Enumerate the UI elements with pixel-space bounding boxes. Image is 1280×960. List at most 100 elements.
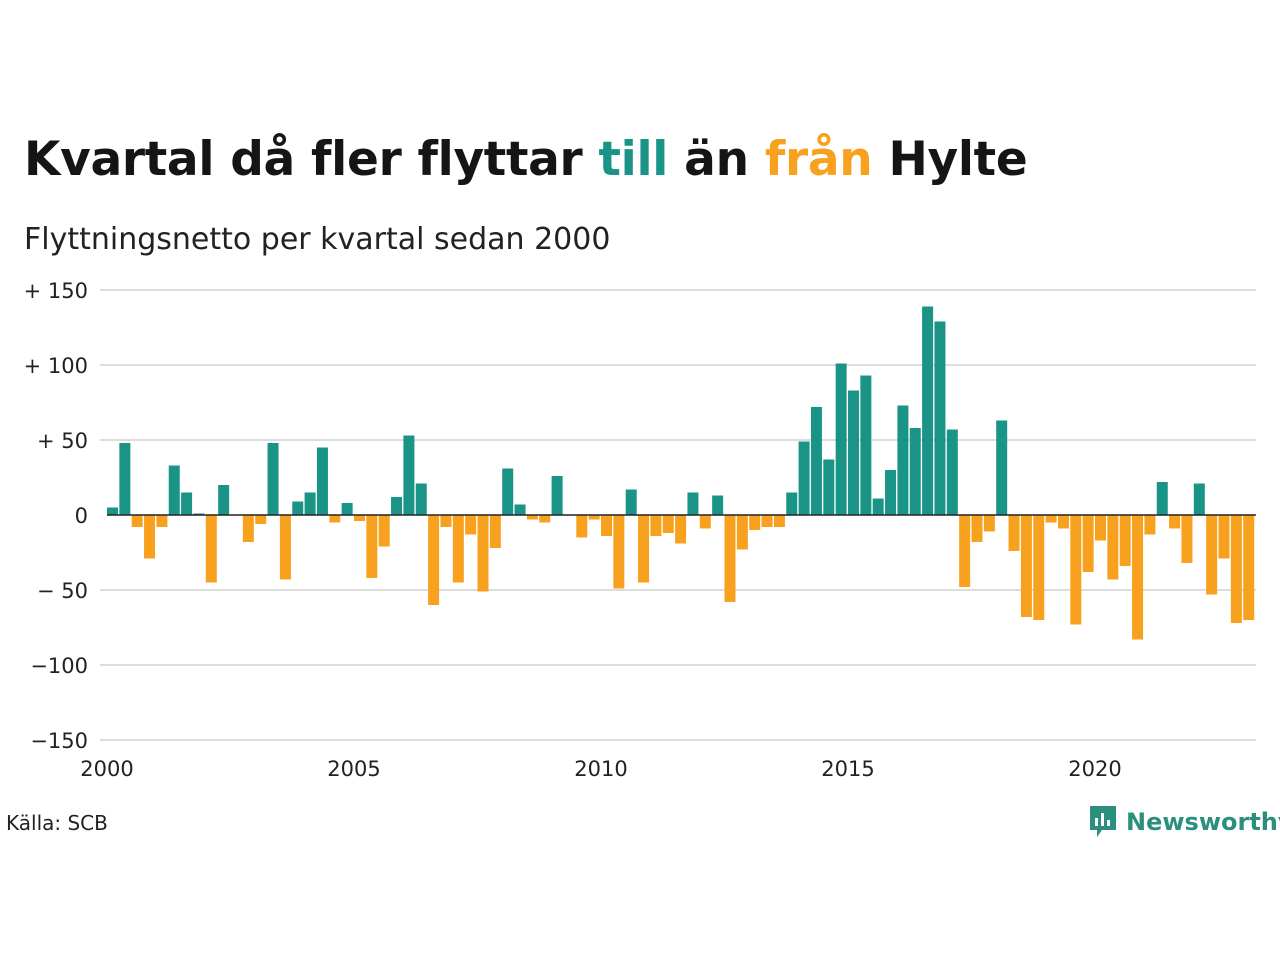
- bar: [810, 407, 822, 515]
- title-part2: än: [668, 132, 765, 187]
- bar: [1082, 515, 1094, 572]
- bar: [477, 515, 489, 592]
- bar: [798, 441, 810, 515]
- bar: [1169, 515, 1181, 529]
- bar: [489, 515, 501, 548]
- x-tick-label: 2020: [1068, 757, 1121, 781]
- bar: [452, 515, 464, 583]
- bar: [983, 515, 995, 532]
- bar: [304, 492, 316, 515]
- bar: [897, 405, 909, 515]
- y-tick-label: −100: [30, 654, 88, 678]
- bar: [823, 459, 835, 515]
- bar: [218, 485, 230, 515]
- x-axis-labels: 2000 2005 2010 2015 2020: [80, 757, 1121, 781]
- bar: [946, 429, 958, 515]
- bar: [255, 515, 267, 524]
- bar: [1057, 515, 1069, 529]
- title-part3: Hylte: [872, 132, 1028, 187]
- bar: [119, 443, 131, 515]
- bar: [1008, 515, 1020, 551]
- source-note: Källa: SCB: [6, 811, 108, 835]
- y-axis-labels: + 150 + 100 + 50 0 − 50 −100 −150: [24, 279, 88, 753]
- bar: [1206, 515, 1218, 595]
- x-tick-label: 2000: [80, 757, 133, 781]
- bar: [996, 420, 1008, 515]
- title-part1: Kvartal då fler flyttar: [24, 132, 599, 187]
- bar: [638, 515, 650, 583]
- bar: [1193, 483, 1205, 515]
- bar: [292, 501, 304, 515]
- bar: [959, 515, 971, 587]
- bar: [440, 515, 452, 527]
- bar: [1230, 515, 1242, 623]
- bar: [1119, 515, 1131, 566]
- newsworthy-chart-icon: [1090, 806, 1116, 837]
- x-tick-label: 2015: [821, 757, 874, 781]
- newsworthy-logo: Newsworthy: [1088, 804, 1280, 840]
- bar: [1045, 515, 1057, 523]
- bar: [1181, 515, 1193, 563]
- chart-title: Kvartal då fler flyttar till än från Hyl…: [24, 132, 1028, 187]
- bar: [1144, 515, 1156, 535]
- bar: [773, 515, 785, 527]
- bar: [415, 483, 427, 515]
- bar: [699, 515, 711, 529]
- bar: [613, 515, 625, 589]
- bar: [131, 515, 143, 527]
- bar: [551, 476, 563, 515]
- x-tick-label: 2005: [327, 757, 380, 781]
- bar: [588, 515, 600, 520]
- bar: [749, 515, 761, 530]
- bar: [736, 515, 748, 550]
- bar: [971, 515, 983, 542]
- y-tick-label: + 50: [37, 429, 88, 453]
- title-negative-word: från: [764, 132, 873, 187]
- bar: [502, 468, 514, 515]
- bar: [934, 321, 946, 515]
- bars: [107, 306, 1255, 640]
- bar: [1033, 515, 1045, 620]
- bar: [860, 375, 872, 515]
- bar: [848, 390, 859, 515]
- y-tick-label: −150: [30, 729, 88, 753]
- bar: [316, 447, 328, 515]
- bar: [909, 428, 921, 515]
- bar: [242, 515, 254, 542]
- bar: [329, 515, 341, 523]
- bar: [341, 503, 353, 515]
- bar: [267, 443, 279, 515]
- x-tick-label: 2010: [574, 757, 627, 781]
- bar-chart: + 150 + 100 + 50 0 − 50 −100 −150 2000 2005 2010…: [24, 279, 1256, 781]
- y-tick-label: − 50: [37, 579, 88, 603]
- bar: [539, 515, 551, 523]
- bar: [391, 497, 403, 515]
- bar: [922, 306, 934, 515]
- bar: [662, 515, 674, 533]
- y-tick-label: + 150: [24, 279, 88, 303]
- bar: [107, 507, 118, 515]
- bar: [465, 515, 477, 535]
- bar: [625, 489, 637, 515]
- bar: [601, 515, 612, 536]
- brand-name: Newsworthy: [1126, 808, 1280, 836]
- bar: [205, 515, 217, 583]
- bar: [1095, 515, 1106, 541]
- bar: [786, 492, 798, 515]
- bar: [156, 515, 168, 527]
- bar: [1156, 482, 1168, 515]
- bar: [378, 515, 390, 547]
- title-positive-word: till: [598, 132, 669, 187]
- bar: [872, 498, 884, 515]
- y-tick-label: 0: [75, 504, 88, 528]
- bar: [1132, 515, 1144, 640]
- grid-lines: [100, 289, 1256, 741]
- bar: [181, 492, 193, 515]
- bar: [366, 515, 378, 578]
- bar: [526, 515, 538, 520]
- bar: [279, 515, 291, 580]
- bar: [1070, 515, 1082, 625]
- bar: [403, 435, 415, 515]
- bar: [835, 363, 847, 515]
- bar: [576, 515, 588, 538]
